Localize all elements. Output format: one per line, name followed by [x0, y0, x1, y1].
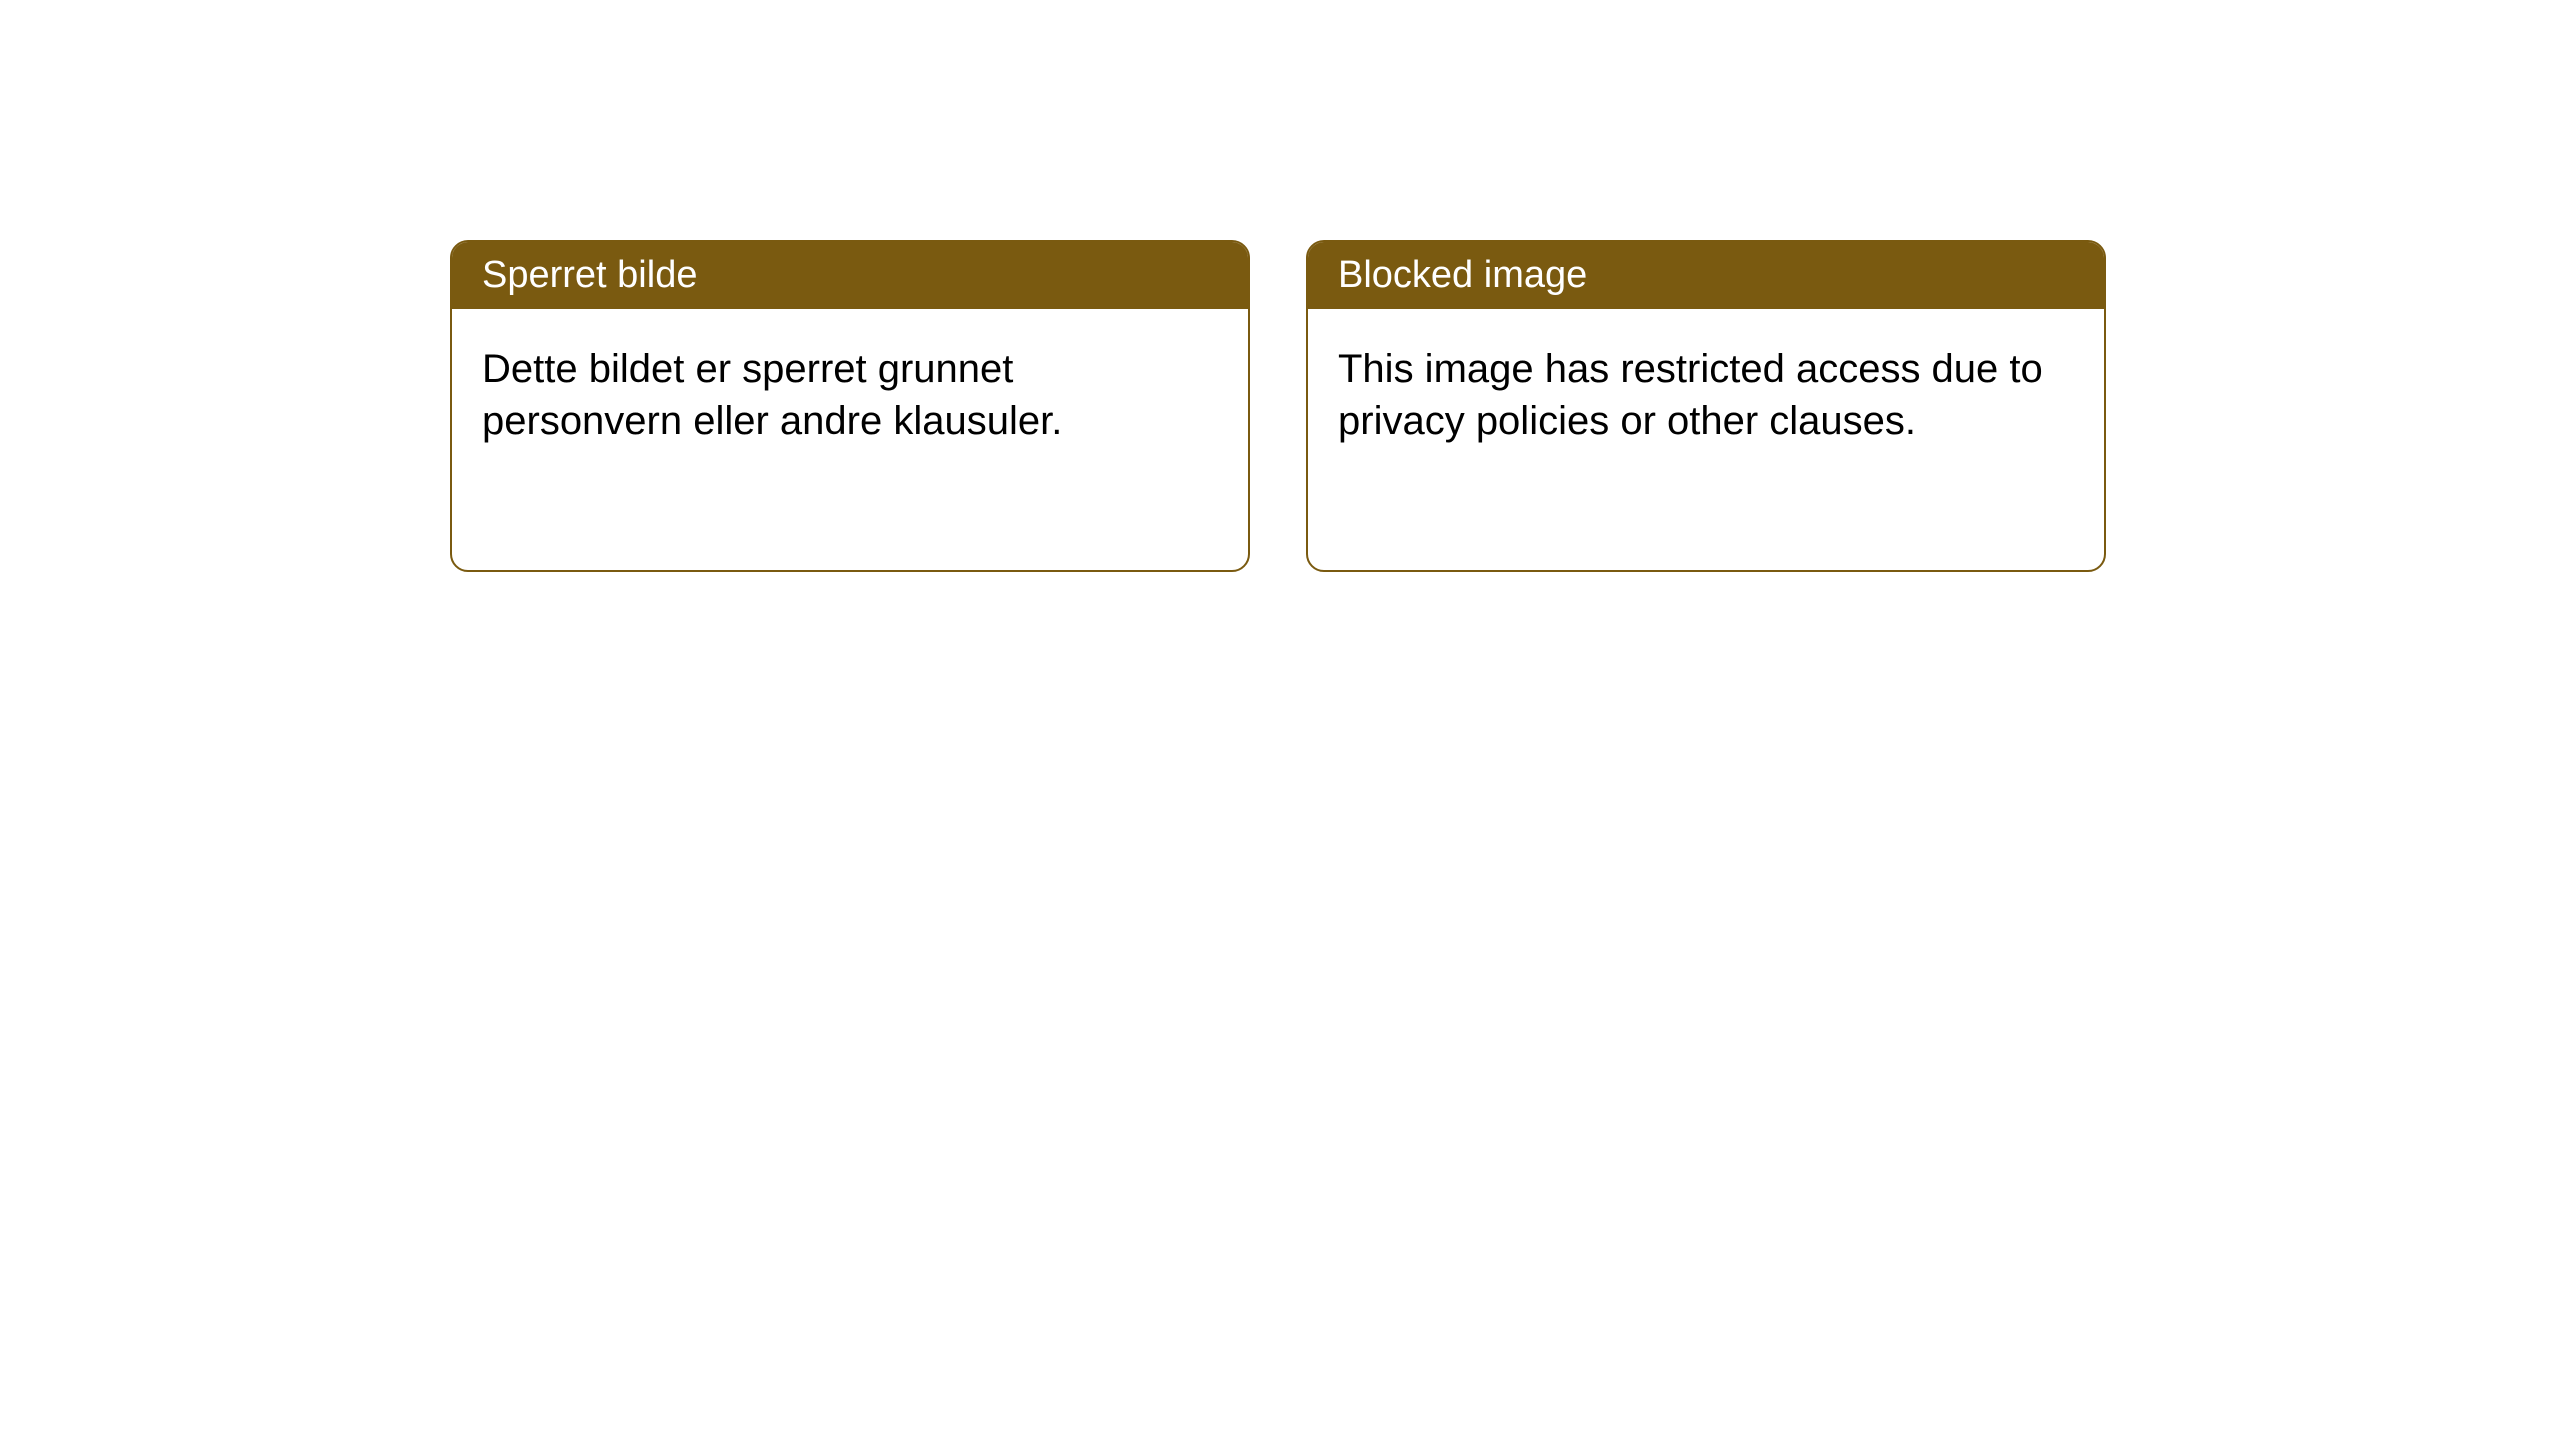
notice-card-english: Blocked image This image has restricted … — [1306, 240, 2106, 572]
card-body: Dette bildet er sperret grunnet personve… — [452, 309, 1248, 481]
notice-card-norwegian: Sperret bilde Dette bildet er sperret gr… — [450, 240, 1250, 572]
card-body: This image has restricted access due to … — [1308, 309, 2104, 481]
card-header: Sperret bilde — [452, 242, 1248, 309]
card-header: Blocked image — [1308, 242, 2104, 309]
notice-container: Sperret bilde Dette bildet er sperret gr… — [0, 0, 2560, 572]
